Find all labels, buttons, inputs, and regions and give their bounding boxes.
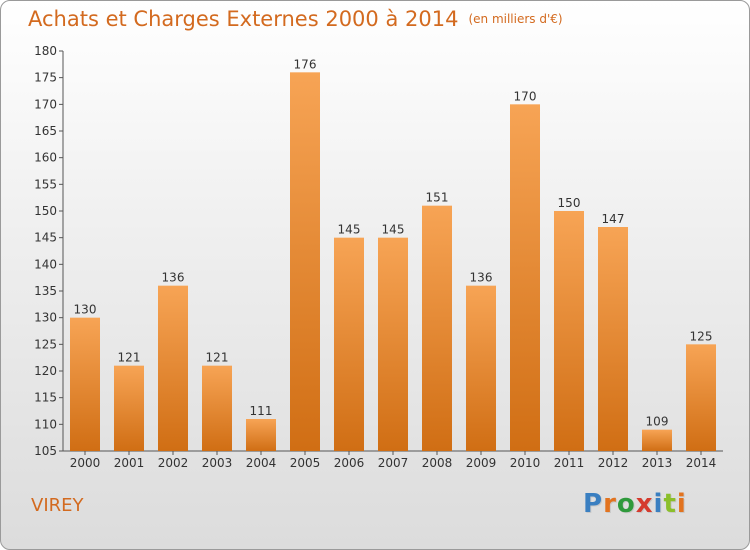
y-tick-label: 130	[34, 311, 57, 325]
y-tick-label: 180	[34, 44, 57, 58]
y-tick-label: 125	[34, 337, 57, 351]
y-tick-label: 175	[34, 71, 57, 85]
x-tick-label: 2004	[246, 456, 277, 470]
bar	[378, 237, 408, 451]
y-tick-label: 160	[34, 151, 57, 165]
x-tick-label: 2005	[290, 456, 321, 470]
bar	[422, 205, 452, 451]
y-tick-label: 135	[34, 284, 57, 298]
logo-letter: x	[635, 489, 654, 519]
bar	[510, 104, 540, 451]
x-tick-label: 2002	[158, 456, 189, 470]
x-tick-label: 2001	[114, 456, 145, 470]
x-tick-label: 2011	[554, 456, 585, 470]
data-label: 147	[602, 212, 625, 226]
data-label: 145	[382, 223, 405, 237]
logo-letter: i	[653, 489, 664, 519]
logo-letter: P	[583, 489, 604, 519]
bar	[554, 211, 584, 451]
y-tick-label: 170	[34, 97, 57, 111]
bar	[642, 429, 672, 451]
data-label: 125	[690, 329, 713, 343]
y-tick-label: 120	[34, 364, 57, 378]
x-tick-label: 2006	[334, 456, 365, 470]
bar	[686, 344, 716, 451]
chart-title-text: Achats et Charges Externes 2000 à 2014	[28, 7, 459, 31]
data-label: 109	[646, 415, 669, 429]
chart-labels: 130 2000 121 2001 136 2002 121 2003 111 2004 176 20…	[70, 57, 717, 470]
y-tick-label: 165	[34, 124, 57, 138]
chart-subtitle: (en milliers d'€)	[468, 12, 563, 26]
logo-letter: r	[603, 489, 617, 519]
bar	[114, 365, 144, 451]
logo-letter: i	[676, 489, 687, 519]
data-label: 121	[118, 351, 141, 365]
y-tick-label: 145	[34, 231, 57, 245]
bar	[246, 419, 276, 451]
data-label: 121	[206, 351, 229, 365]
data-label: 170	[514, 89, 537, 103]
data-label: 130	[74, 303, 97, 317]
x-tick-label: 2007	[378, 456, 409, 470]
data-label: 111	[250, 404, 273, 418]
data-label: 151	[426, 191, 449, 205]
chart-bars	[70, 72, 716, 451]
data-label: 136	[470, 271, 493, 285]
y-tick-label: 110	[34, 417, 57, 431]
logo-letter: t	[663, 489, 677, 519]
x-tick-label: 2014	[686, 456, 717, 470]
data-label: 150	[558, 196, 581, 210]
chart-title: Achats et Charges Externes 2000 à 2014 (e…	[28, 7, 563, 31]
logo-letter: o	[616, 489, 636, 519]
bar	[290, 72, 320, 451]
bar	[334, 237, 364, 451]
bar	[598, 227, 628, 451]
bar	[70, 317, 100, 451]
x-tick-label: 2008	[422, 456, 453, 470]
y-tick-label: 105	[34, 444, 57, 458]
x-tick-label: 2000	[70, 456, 101, 470]
y-tick-label: 140	[34, 257, 57, 271]
bar	[158, 285, 188, 451]
proxiti-logo[interactable]: Proxiti	[583, 489, 687, 519]
commune-name: VIREY	[31, 495, 84, 516]
bar	[466, 285, 496, 451]
x-tick-label: 2003	[202, 456, 233, 470]
data-label: 145	[338, 223, 361, 237]
bar	[202, 365, 232, 451]
y-tick-label: 115	[34, 391, 57, 405]
y-tick-label: 150	[34, 204, 57, 218]
chart-axes: 105 110 115 120 125 130 135 140 145 150 155 160 165 1…	[34, 44, 723, 458]
y-tick-label: 155	[34, 177, 57, 191]
x-tick-label: 2013	[642, 456, 673, 470]
data-label: 136	[162, 271, 185, 285]
x-tick-label: 2009	[466, 456, 497, 470]
data-label: 176	[294, 57, 317, 71]
x-tick-label: 2012	[598, 456, 629, 470]
x-tick-label: 2010	[510, 456, 541, 470]
